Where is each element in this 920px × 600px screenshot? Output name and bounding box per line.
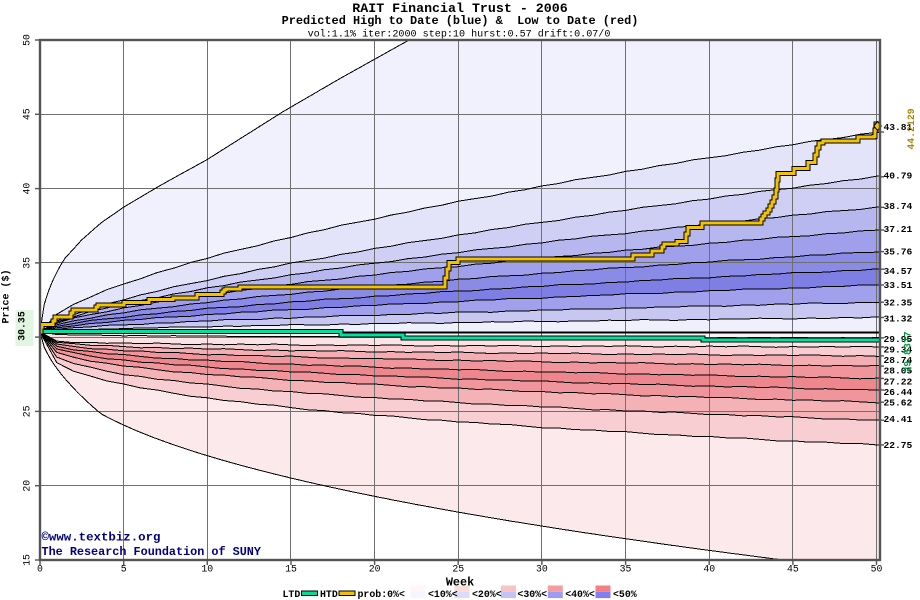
svg-text:44.2129: 44.2129 [906,108,917,149]
svg-text:40.79: 40.79 [884,170,913,181]
svg-text:29.8377: 29.8377 [903,331,914,372]
svg-text:40: 40 [703,564,715,575]
svg-text:32.35: 32.35 [884,297,913,308]
svg-text:35.76: 35.76 [884,246,913,257]
svg-text:50: 50 [22,34,33,46]
svg-text:35: 35 [620,564,632,575]
svg-text:RAIT Financial Trust - 2006: RAIT Financial Trust - 2006 [352,1,567,16]
svg-text:15: 15 [22,554,33,566]
svg-text:27.22: 27.22 [884,376,913,387]
svg-text:33.51: 33.51 [884,280,913,291]
svg-text:38.74: 38.74 [884,201,913,212]
svg-text:50: 50 [871,564,883,575]
svg-text:43.81: 43.81 [884,122,913,133]
svg-text:31.32: 31.32 [884,313,913,324]
svg-text:20: 20 [369,564,381,575]
svg-text:40: 40 [22,183,33,195]
svg-text:<20%<: <20%< [472,589,502,600]
svg-text:The Research Foundation of SUN: The Research Foundation of SUNY [42,545,262,559]
svg-text:<10%<: <10%< [428,589,458,600]
svg-text:0: 0 [37,564,43,575]
svg-text:<40%<: <40%< [565,589,595,600]
svg-text:37.21: 37.21 [884,224,913,235]
svg-text:26.44: 26.44 [884,387,913,398]
svg-text:30: 30 [536,564,548,575]
svg-text:25: 25 [452,564,464,575]
svg-text:34.57: 34.57 [884,266,913,277]
svg-text:LTD: LTD [283,589,301,600]
svg-text:Predicted High to Date (blue): Predicted High to Date (blue) & Low to D… [282,14,639,28]
svg-text:©www.textbiz.org: ©www.textbiz.org [42,531,161,545]
svg-text:10: 10 [201,564,213,575]
svg-text:24.41: 24.41 [884,414,913,425]
svg-text:22.75: 22.75 [884,440,913,451]
svg-text:15: 15 [285,564,297,575]
svg-text:29.34: 29.34 [884,344,913,355]
svg-text:<50%: <50% [613,589,637,600]
svg-text:Price ($): Price ($) [1,269,13,323]
svg-text:45: 45 [787,564,799,575]
svg-text:28.05: 28.05 [884,365,913,376]
svg-text:35: 35 [22,257,33,269]
svg-text:45: 45 [22,108,33,120]
svg-text:vol:1.1% iter:2000 step:10 hur: vol:1.1% iter:2000 step:10 hurst:0.57 dr… [308,29,611,41]
svg-text:prob:0%<: prob:0%< [358,589,405,600]
svg-text:30.35: 30.35 [17,311,28,341]
svg-text:25: 25 [22,405,33,417]
svg-text:<30%<: <30%< [517,589,547,600]
svg-text:5: 5 [121,564,127,575]
svg-text:HTD: HTD [320,589,338,600]
svg-text:28.74: 28.74 [884,355,913,366]
svg-text:29.95: 29.95 [884,334,913,345]
svg-text:25.62: 25.62 [884,397,913,408]
svg-text:20: 20 [22,480,33,492]
